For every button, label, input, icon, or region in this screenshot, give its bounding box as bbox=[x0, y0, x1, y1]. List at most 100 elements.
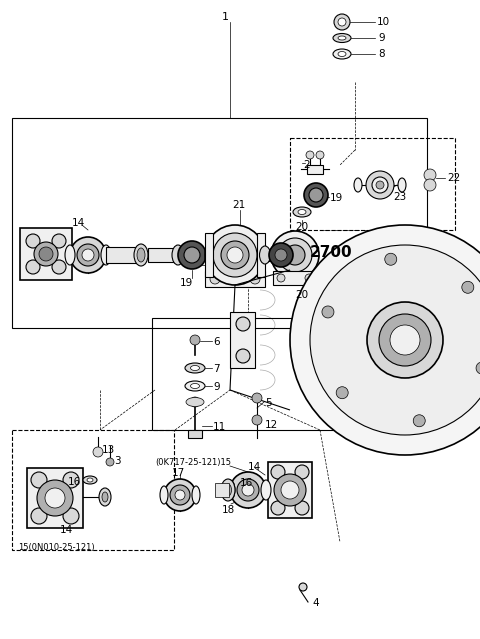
Ellipse shape bbox=[160, 486, 168, 504]
Circle shape bbox=[309, 188, 323, 202]
Circle shape bbox=[184, 247, 200, 263]
Text: 22: 22 bbox=[447, 173, 460, 183]
Circle shape bbox=[242, 484, 254, 496]
Circle shape bbox=[285, 245, 305, 265]
Circle shape bbox=[269, 243, 293, 267]
Circle shape bbox=[34, 242, 58, 266]
Circle shape bbox=[304, 183, 328, 207]
Circle shape bbox=[190, 397, 200, 407]
Ellipse shape bbox=[87, 478, 93, 482]
Circle shape bbox=[385, 253, 397, 265]
Circle shape bbox=[338, 18, 346, 26]
Circle shape bbox=[372, 177, 388, 193]
Text: 23: 23 bbox=[393, 192, 406, 202]
Bar bbox=[290, 138, 455, 230]
Circle shape bbox=[93, 447, 103, 457]
Text: 16: 16 bbox=[240, 478, 253, 488]
Circle shape bbox=[236, 317, 250, 331]
Text: 15(0N010-25-121): 15(0N010-25-121) bbox=[18, 543, 95, 552]
Ellipse shape bbox=[295, 246, 305, 264]
Ellipse shape bbox=[333, 33, 351, 43]
Circle shape bbox=[31, 508, 47, 524]
Text: 21: 21 bbox=[232, 200, 245, 210]
Ellipse shape bbox=[333, 49, 351, 59]
Text: 2700: 2700 bbox=[310, 245, 353, 260]
Circle shape bbox=[299, 583, 307, 591]
Circle shape bbox=[106, 458, 114, 466]
Ellipse shape bbox=[185, 363, 205, 373]
Ellipse shape bbox=[99, 488, 111, 506]
Circle shape bbox=[77, 244, 99, 266]
Bar bbox=[188, 430, 202, 438]
Text: 11: 11 bbox=[213, 422, 226, 432]
Text: 1: 1 bbox=[222, 12, 229, 22]
Circle shape bbox=[413, 415, 425, 427]
Bar bbox=[12, 118, 427, 328]
Text: 20: 20 bbox=[295, 290, 308, 300]
Ellipse shape bbox=[338, 52, 346, 56]
Ellipse shape bbox=[293, 207, 311, 217]
Ellipse shape bbox=[172, 245, 184, 265]
Circle shape bbox=[37, 480, 73, 516]
Bar bbox=[12, 430, 174, 550]
Circle shape bbox=[175, 490, 185, 500]
Text: 14: 14 bbox=[60, 525, 73, 535]
Circle shape bbox=[45, 488, 65, 508]
Ellipse shape bbox=[191, 366, 200, 371]
Text: 19: 19 bbox=[330, 193, 343, 203]
Text: 9: 9 bbox=[378, 33, 384, 43]
Circle shape bbox=[476, 362, 480, 374]
Circle shape bbox=[31, 472, 47, 488]
Circle shape bbox=[26, 260, 40, 274]
Circle shape bbox=[295, 465, 309, 479]
Circle shape bbox=[26, 234, 40, 248]
Text: 13: 13 bbox=[102, 445, 115, 455]
Text: 7: 7 bbox=[213, 364, 220, 374]
Ellipse shape bbox=[65, 245, 75, 265]
Circle shape bbox=[305, 274, 313, 282]
Ellipse shape bbox=[260, 246, 271, 264]
Circle shape bbox=[306, 151, 314, 159]
Text: 17: 17 bbox=[172, 468, 185, 478]
Bar bbox=[230, 312, 255, 368]
Bar bbox=[265, 249, 300, 261]
Ellipse shape bbox=[261, 480, 271, 500]
Circle shape bbox=[281, 481, 299, 499]
Text: (0K717-25-121)15: (0K717-25-121)15 bbox=[155, 458, 231, 467]
Bar bbox=[307, 165, 323, 174]
Circle shape bbox=[275, 249, 287, 261]
Text: 6: 6 bbox=[213, 337, 220, 347]
Ellipse shape bbox=[101, 245, 111, 265]
Circle shape bbox=[367, 302, 443, 378]
Text: 18: 18 bbox=[222, 505, 235, 515]
Text: 4: 4 bbox=[312, 598, 319, 608]
Bar bbox=[205, 271, 265, 287]
Ellipse shape bbox=[186, 397, 204, 406]
Text: 14: 14 bbox=[72, 218, 85, 228]
Circle shape bbox=[316, 151, 324, 159]
Circle shape bbox=[310, 245, 480, 435]
Circle shape bbox=[230, 472, 266, 508]
Ellipse shape bbox=[225, 480, 235, 500]
Circle shape bbox=[290, 225, 480, 455]
Text: 16: 16 bbox=[68, 477, 81, 487]
Circle shape bbox=[277, 274, 285, 282]
Circle shape bbox=[376, 181, 384, 189]
Text: 8: 8 bbox=[378, 49, 384, 59]
Circle shape bbox=[334, 14, 350, 30]
Text: 12: 12 bbox=[265, 420, 278, 430]
Bar bbox=[268, 462, 312, 518]
Circle shape bbox=[221, 241, 249, 269]
Circle shape bbox=[236, 349, 250, 363]
Circle shape bbox=[322, 306, 334, 318]
Text: 5: 5 bbox=[265, 398, 272, 408]
Circle shape bbox=[424, 169, 436, 181]
Circle shape bbox=[252, 393, 262, 403]
Bar bbox=[273, 271, 321, 285]
Bar bbox=[27, 468, 83, 528]
Circle shape bbox=[205, 225, 265, 285]
Circle shape bbox=[424, 179, 436, 191]
Text: 14: 14 bbox=[248, 462, 261, 472]
Bar bbox=[106, 247, 141, 263]
Ellipse shape bbox=[338, 36, 346, 40]
